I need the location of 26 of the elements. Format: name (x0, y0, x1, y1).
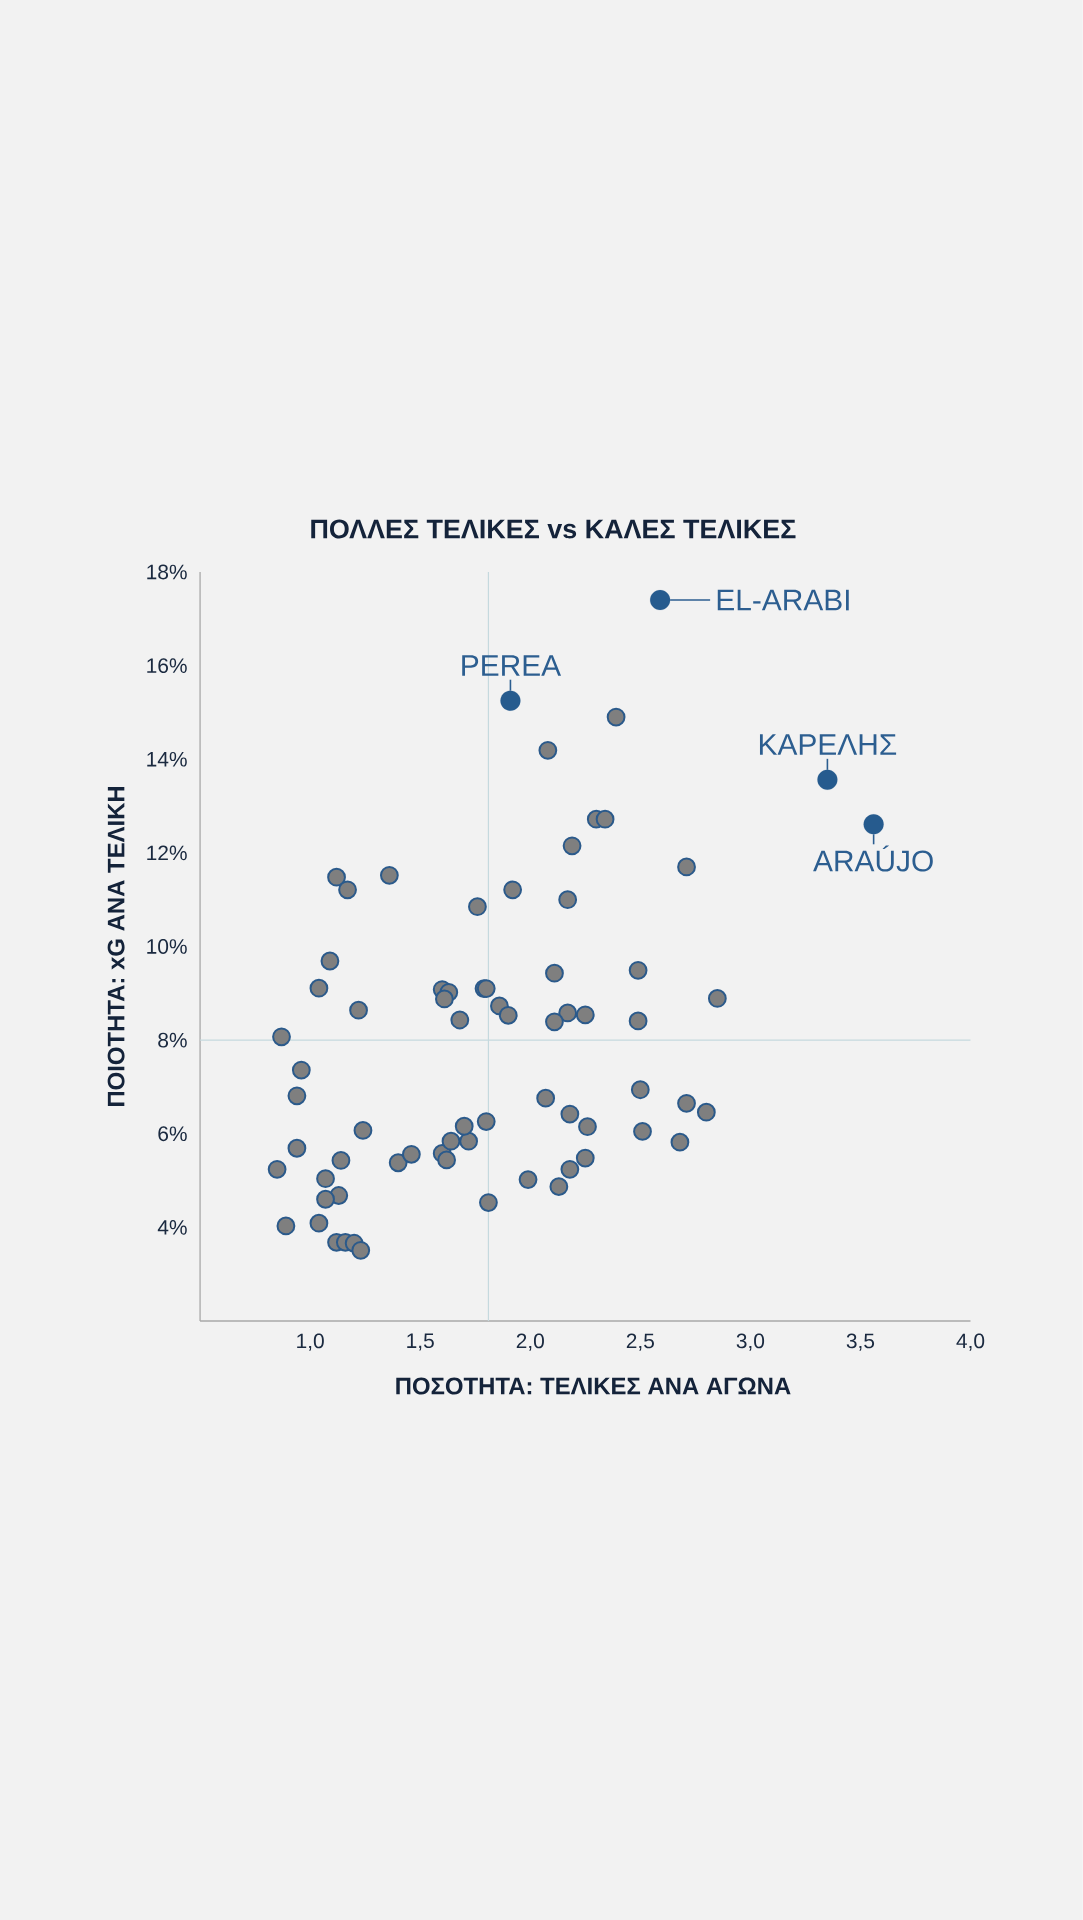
annotation: PEREA (462, 655, 562, 676)
x-tick-label: 3,0 (736, 1333, 765, 1351)
x-tick-label: 1,5 (407, 1333, 434, 1351)
x-axis-title: ΠΟΣΟΤΗΤΑ: ΤΕΛΙΚΕΣ ΑΝΑ ΑΓΩΝΑ (396, 1377, 791, 1395)
y-tick-label: 6% (158, 1126, 187, 1142)
y-tick-label: 16% (147, 658, 187, 674)
y-tick-label: 14% (147, 751, 187, 767)
x-tick-label: 4,0 (956, 1333, 985, 1351)
annotation: ΚΑΡΕΛΗΣ (760, 734, 897, 755)
y-axis-title: ΠΟΙΟΤΗΤΑ: xG ΑΝΑ ΤΕΛΙΚΗ (107, 786, 125, 1107)
y-tick-label: 4% (157, 1220, 187, 1235)
y-tick-label: 12% (147, 845, 187, 861)
x-tick-label: 1,0 (297, 1333, 324, 1351)
annotation: EL-ARABI (717, 589, 849, 611)
point (650, 590, 671, 611)
y-tick-label: 10% (147, 939, 187, 954)
x-tick-label: 2,0 (516, 1333, 545, 1351)
annotation: ARAÚJO (813, 845, 933, 872)
point (500, 690, 521, 711)
y-tick-label: 18% (147, 564, 187, 580)
x-tick-label: 3,5 (846, 1333, 875, 1351)
point (817, 769, 838, 790)
y-tick-label: 8% (158, 1032, 187, 1048)
point (863, 814, 884, 835)
chart-title: ΠΟΛΛΕΣ ΤΕΛΙΚΕΣ vs ΚΑΛΕΣ ΤΕΛΙΚΕΣ (311, 519, 796, 539)
x-tick-label: 2,5 (626, 1333, 655, 1351)
